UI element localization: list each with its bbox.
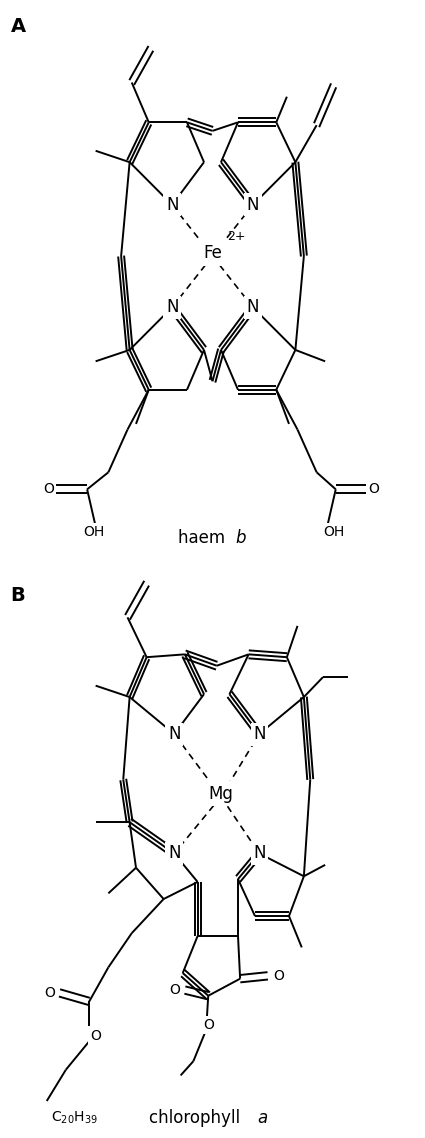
Text: N: N (166, 298, 178, 316)
Text: N: N (168, 844, 181, 863)
Text: OH: OH (323, 525, 344, 539)
Text: O: O (273, 968, 284, 983)
Text: B: B (11, 586, 26, 605)
Text: N: N (253, 844, 266, 863)
Text: O: O (203, 1019, 214, 1032)
Text: Fe: Fe (203, 245, 222, 262)
Text: N: N (246, 298, 259, 316)
Text: b: b (236, 529, 246, 546)
Text: O: O (90, 1029, 101, 1042)
Text: haem: haem (178, 529, 231, 546)
Text: N: N (253, 725, 266, 743)
Text: N: N (168, 725, 181, 743)
Text: O: O (368, 483, 380, 496)
Text: chlorophyll: chlorophyll (149, 1110, 245, 1127)
Text: OH: OH (83, 525, 104, 539)
Text: N: N (246, 196, 259, 214)
Text: O: O (169, 983, 180, 997)
Text: 2+: 2+ (227, 230, 245, 242)
Text: O: O (43, 483, 54, 496)
Text: A: A (11, 17, 26, 36)
Text: O: O (45, 986, 56, 1000)
Text: Mg: Mg (209, 785, 233, 802)
Text: N: N (166, 196, 178, 214)
Text: a: a (257, 1110, 267, 1127)
Text: C$_{20}$H$_{39}$: C$_{20}$H$_{39}$ (51, 1110, 98, 1127)
